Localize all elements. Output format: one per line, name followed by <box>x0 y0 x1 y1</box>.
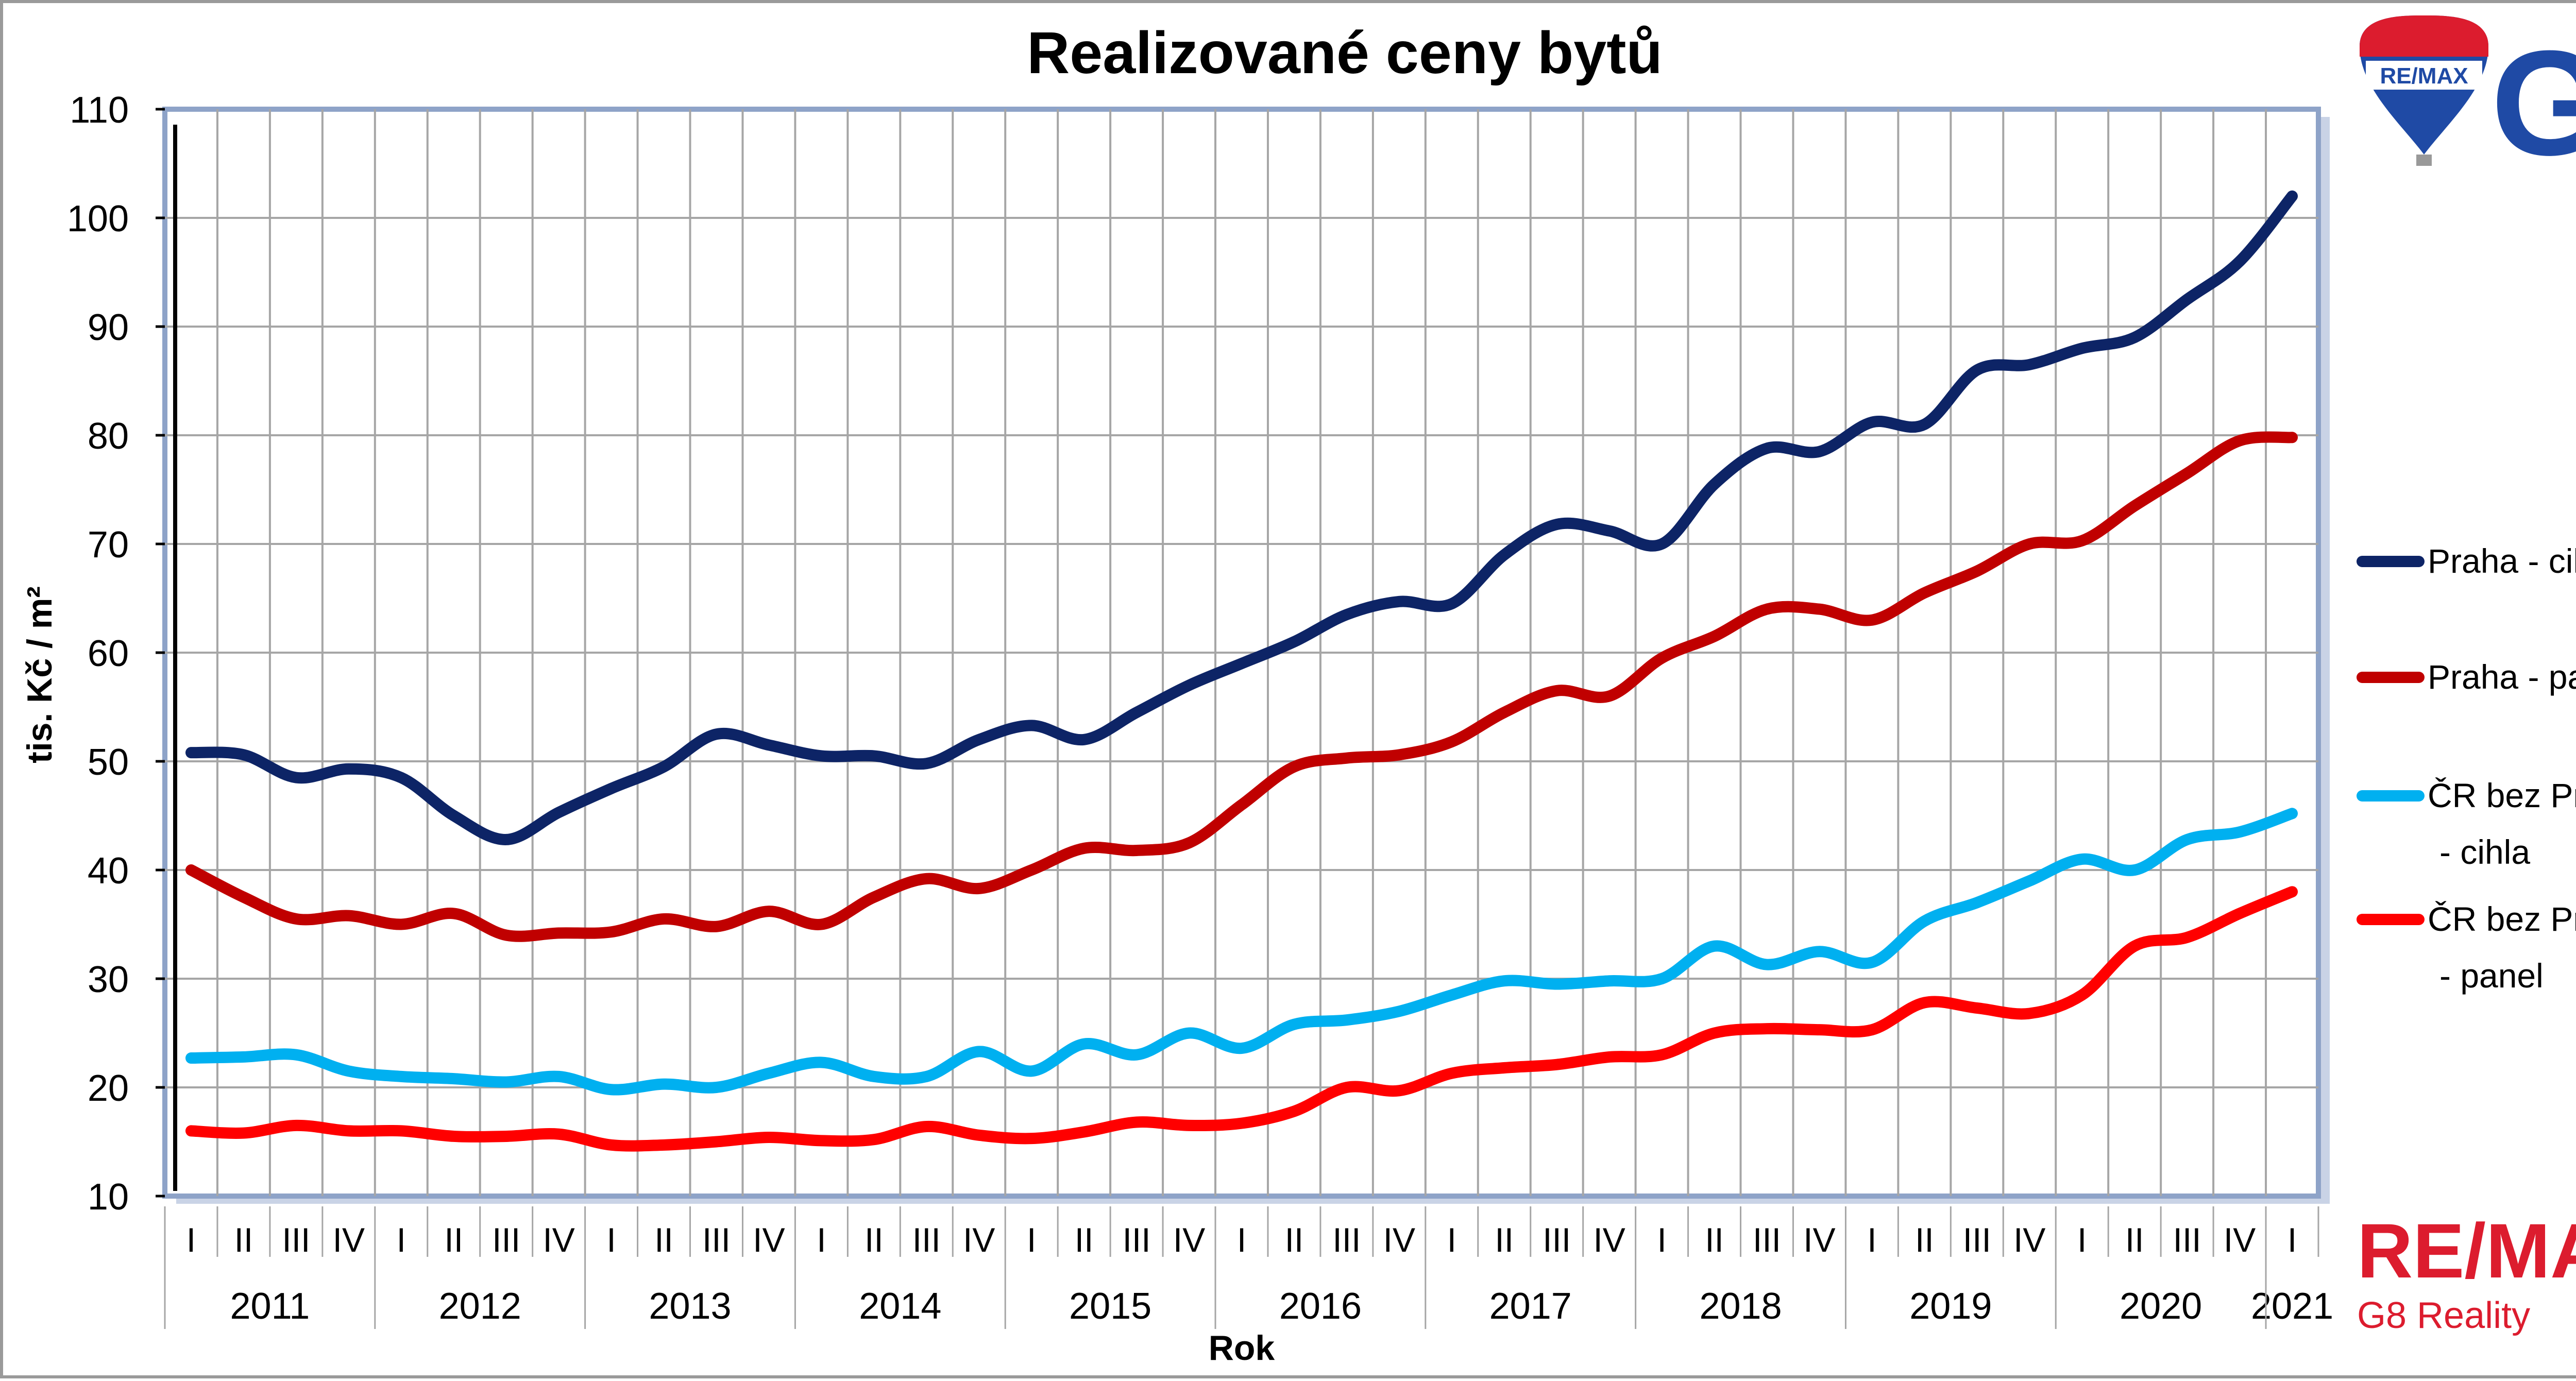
y-tick-label: 50 <box>88 742 129 783</box>
quarter-label: IV <box>1803 1221 1835 1259</box>
quarter-label: I <box>1237 1221 1246 1259</box>
series-line-praha-cihla <box>185 190 2298 845</box>
series-lines <box>185 190 2298 1152</box>
remax-text: RE/MAX <box>2357 1207 2576 1294</box>
remax-g8-reality-logo: RE/MAX G8 Reality <box>2357 1207 2576 1336</box>
quarter-label: IV <box>543 1221 574 1259</box>
y-tick-label: 90 <box>88 307 129 348</box>
quarter-label: III <box>1963 1221 1991 1259</box>
y-tick-label: 70 <box>88 524 129 566</box>
quarter-label: IV <box>1173 1221 1205 1259</box>
quarter-label: II <box>1075 1221 1094 1259</box>
grid <box>165 109 2318 1196</box>
y-tick-label: 110 <box>70 90 129 131</box>
quarter-label: II <box>1495 1221 1514 1259</box>
series-line-cr-bez-prahy-panel <box>185 886 2298 1152</box>
legend-label: Praha - cihla <box>2428 542 2576 580</box>
quarter-label: I <box>1867 1221 1876 1259</box>
y-tick-label: 30 <box>88 959 129 1000</box>
quarter-label: II <box>234 1221 253 1259</box>
quarter-label: I <box>2287 1221 2297 1259</box>
year-label: 2017 <box>1489 1286 1572 1327</box>
g8-text: G8 <box>2491 20 2576 186</box>
year-label: 2020 <box>2120 1286 2202 1327</box>
year-label: 2014 <box>859 1286 941 1327</box>
quarter-label: III <box>1332 1221 1361 1259</box>
quarter-label: II <box>1915 1221 1934 1259</box>
balloon-text: RE/MAX <box>2380 63 2468 89</box>
year-label: 2015 <box>1069 1286 1151 1327</box>
quarter-label: IV <box>1383 1221 1415 1259</box>
quarter-label: I <box>1657 1221 1666 1259</box>
year-label: 2019 <box>1909 1286 1992 1327</box>
g8-reality-text: G8 Reality <box>2357 1295 2530 1336</box>
y-tick-label: 40 <box>88 850 129 892</box>
year-label: 2011 <box>230 1286 310 1327</box>
quarter-label: I <box>817 1221 826 1259</box>
y-tick-label: 100 <box>67 198 129 240</box>
y-tick-label: 60 <box>88 633 129 674</box>
quarter-label: I <box>1447 1221 1456 1259</box>
quarter-label: II <box>2125 1221 2144 1259</box>
quarter-label: I <box>187 1221 196 1259</box>
quarter-label: III <box>2173 1221 2201 1259</box>
quarter-label: II <box>865 1221 884 1259</box>
quarter-label: II <box>654 1221 673 1259</box>
quarter-label: IV <box>963 1221 995 1259</box>
quarter-label: I <box>606 1221 616 1259</box>
year-label: 2021 <box>2251 1286 2333 1327</box>
quarter-label: III <box>492 1221 520 1259</box>
quarter-label: IV <box>753 1221 785 1259</box>
y-tick-label: 80 <box>88 416 129 457</box>
quarter-label: II <box>1705 1221 1724 1259</box>
quarter-label: II <box>1285 1221 1304 1259</box>
quarter-label: III <box>282 1221 310 1259</box>
x-axis-label: Rok <box>1209 1328 1275 1368</box>
y-tick-label: 10 <box>88 1177 129 1218</box>
year-label: 2013 <box>649 1286 731 1327</box>
quarter-label: III <box>912 1221 941 1259</box>
year-label: 2012 <box>439 1286 521 1327</box>
quarter-label: II <box>444 1221 463 1259</box>
series-line-cr-bez-prahy-cihla <box>185 808 2298 1096</box>
chart-title: Realizované ceny bytů <box>1027 20 1663 86</box>
year-label: 2016 <box>1279 1286 1362 1327</box>
quarter-label: IV <box>2224 1221 2256 1259</box>
quarter-label: IV <box>2013 1221 2045 1259</box>
quarter-label: IV <box>333 1221 365 1259</box>
quarter-label: III <box>702 1221 731 1259</box>
remax-g8-logo: RE/MAX G8 <box>2360 15 2576 186</box>
y-axis-label: tis. Kč / m² <box>20 586 59 763</box>
series-line-praha-panel <box>185 431 2298 942</box>
y-tick-label: 20 <box>88 1068 129 1109</box>
legend-label: Praha - panel <box>2428 658 2576 696</box>
quarter-label: IV <box>1593 1221 1625 1259</box>
quarter-label: III <box>1753 1221 1781 1259</box>
year-label: 2018 <box>1699 1286 1782 1327</box>
legend-label: ČR bez Prahy- cihla <box>2428 776 2576 871</box>
legend: Praha - cihla Praha - panel ČR bez Prahy- … <box>2357 542 2576 995</box>
quarter-label: I <box>2077 1221 2087 1259</box>
quarter-label: III <box>1123 1221 1151 1259</box>
balloon-icon <box>2360 15 2488 166</box>
quarter-label: I <box>397 1221 406 1259</box>
quarter-label: I <box>1027 1221 1036 1259</box>
legend-label: ČR bez Prahy- panel <box>2428 900 2576 995</box>
quarter-label: III <box>1543 1221 1571 1259</box>
